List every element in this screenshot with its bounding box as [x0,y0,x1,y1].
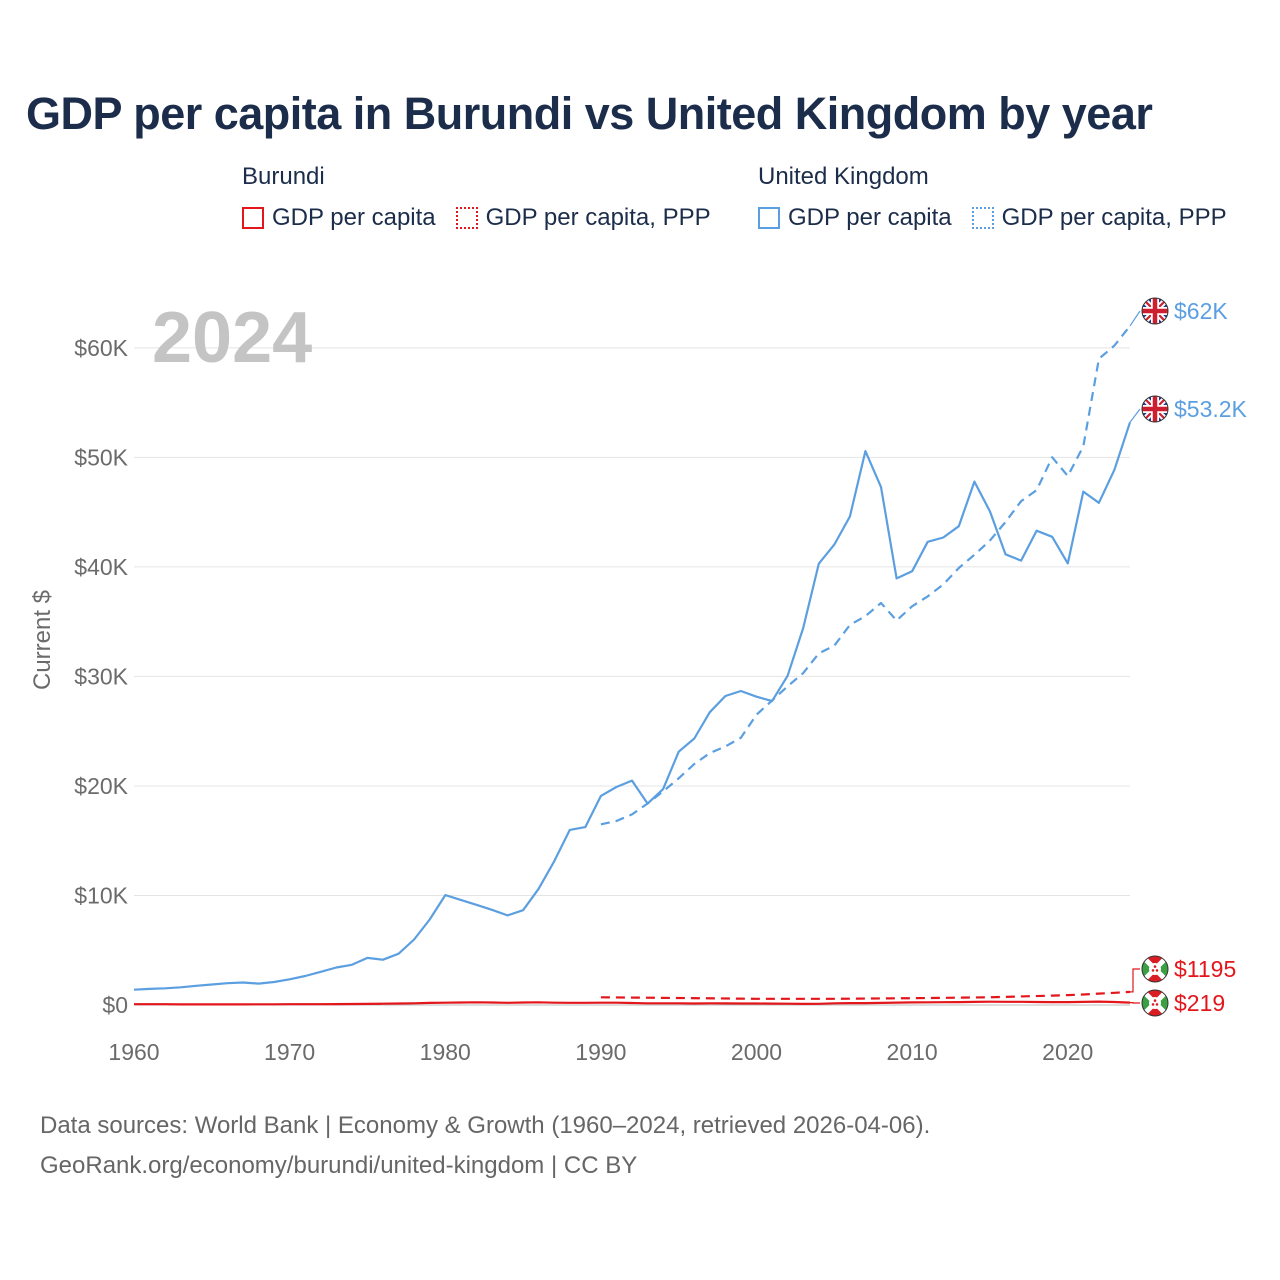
end-label-connector [1129,310,1141,327]
sources-line-2[interactable]: GeoRank.org/economy/burundi/united-kingd… [40,1152,638,1179]
y-tick-label: $60K [74,335,128,361]
y-tick-label: $10K [74,882,128,908]
y-tick-label: $50K [74,444,128,470]
burundi-flag-icon [1139,987,1171,1019]
legend-burundi-gdp[interactable]: GDP per capita [242,204,436,232]
x-tick-label: 2000 [731,1039,782,1065]
legend-swatch-dotted-blue [971,207,994,229]
x-tick-label: 1970 [264,1039,315,1065]
end-label-connector [1129,408,1141,423]
uk-gdp-line[interactable] [133,421,1132,991]
y-axis-label: Current $ [29,590,56,690]
legend-label: GDP per capita, PPP [1001,204,1227,231]
burundi-ppp-end-label: $1195 [1174,956,1236,982]
y-tick-label: $30K [74,663,128,689]
end-label-connector [1130,968,1140,993]
burundi-gdp-ppp-line[interactable] [600,990,1131,1000]
legend-swatch-solid-blue [758,207,780,229]
legend-label: GDP per capita [788,204,952,231]
burundi-gdp-line[interactable] [134,1000,1131,1006]
y-tick-label: $20K [74,773,128,799]
y-tick-label: $0 [102,992,128,1018]
legend-label: GDP per capita [272,204,436,231]
legend-uk-ppp[interactable]: GDP per capita, PPP [971,204,1227,232]
chart-title: GDP per capita in Burundi vs United King… [26,88,1153,139]
legend-country-burundi: Burundi [242,163,325,190]
legend-country-uk: United Kingdom [758,163,929,190]
legend-uk: United Kingdom GDP per capita GDP per ca… [758,162,1247,232]
uk-ppp-end-label: $62K [1174,298,1228,324]
x-tick-label: 2020 [1042,1039,1093,1065]
uk-flag-icon [1139,393,1171,425]
legend-burundi: Burundi GDP per capita GDP per capita, P… [242,162,731,232]
burundi-gdp-end-label: $219 [1174,990,1225,1016]
uk-gdp-ppp-line[interactable] [600,325,1131,826]
legend-burundi-ppp[interactable]: GDP per capita, PPP [455,204,711,232]
sources-line-1: Data sources: World Bank | Economy & Gro… [40,1112,931,1139]
year-watermark: 2024 [152,298,312,378]
uk-flag-icon [1139,295,1171,327]
y-tick-label: $40K [74,554,128,580]
x-tick-label: 1990 [575,1039,626,1065]
x-tick-label: 2010 [887,1039,938,1065]
uk-gdp-end-label: $53.2K [1174,396,1248,422]
legend-label: GDP per capita, PPP [485,204,711,231]
x-tick-label: 1960 [108,1039,159,1065]
legend-uk-gdp[interactable]: GDP per capita [758,204,952,232]
data-sources: Data sources: World Bank | Economy & Gro… [40,1106,930,1186]
burundi-flag-icon [1139,953,1171,985]
legend-swatch-solid-red [242,207,264,229]
x-tick-label: 1980 [420,1039,471,1065]
legend-swatch-dotted-red [455,207,478,229]
